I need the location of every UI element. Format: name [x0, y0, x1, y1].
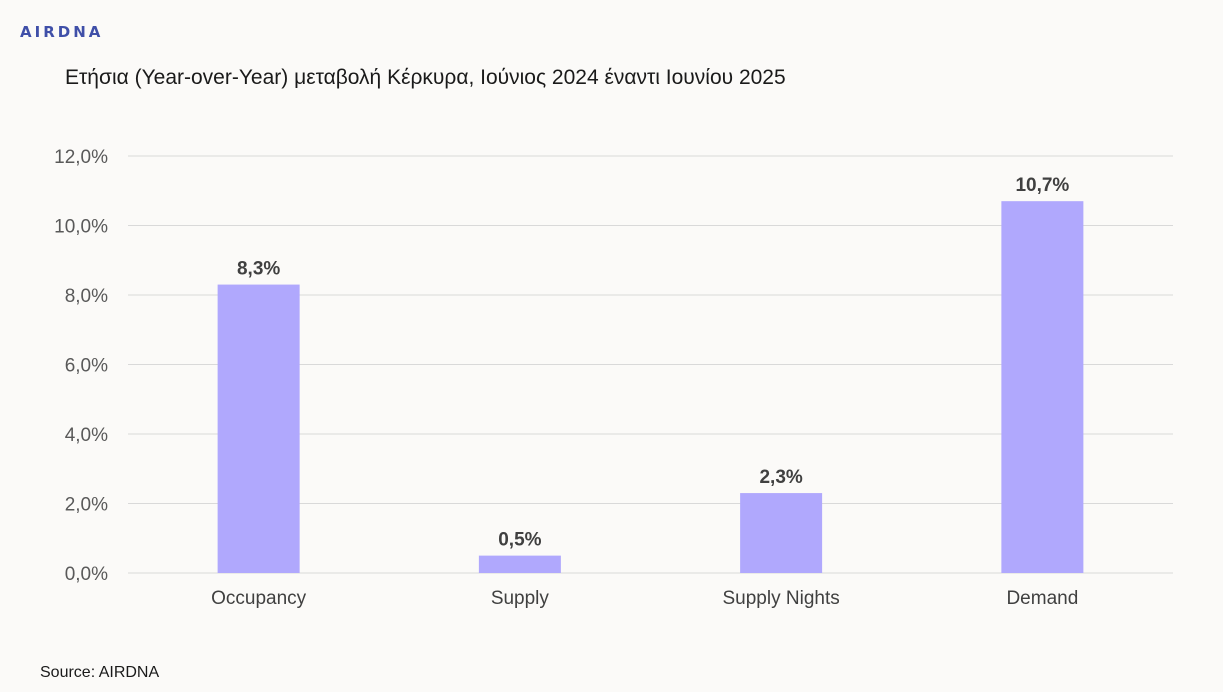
- y-tick-label: 4,0%: [65, 425, 108, 446]
- chart-title: Ετήσια (Year-over-Year) μεταβολή Κέρκυρα…: [65, 66, 786, 89]
- data-label: 2,3%: [759, 467, 802, 488]
- airdna-logo: AIRDNA: [20, 23, 104, 41]
- y-tick-label: 8,0%: [65, 286, 108, 307]
- bar: [217, 284, 300, 573]
- y-tick-label: 0,0%: [65, 564, 108, 585]
- x-category-label: Demand: [1006, 588, 1078, 609]
- y-tick-label: 6,0%: [65, 356, 108, 377]
- y-tick-label: 2,0%: [65, 495, 108, 516]
- data-label: 10,7%: [1015, 175, 1069, 196]
- bar: [478, 555, 561, 573]
- x-category-label: Supply: [491, 588, 550, 609]
- data-label: 8,3%: [237, 259, 280, 280]
- y-tick-label: 10,0%: [54, 217, 108, 238]
- bar: [1001, 201, 1084, 574]
- x-category-label: Occupancy: [211, 588, 307, 609]
- data-label: 0,5%: [498, 530, 541, 551]
- y-tick-label: 12,0%: [54, 147, 108, 168]
- x-category-label: Supply Nights: [723, 588, 840, 609]
- bar: [740, 493, 823, 573]
- source-note: Source: AIRDNA: [40, 664, 160, 681]
